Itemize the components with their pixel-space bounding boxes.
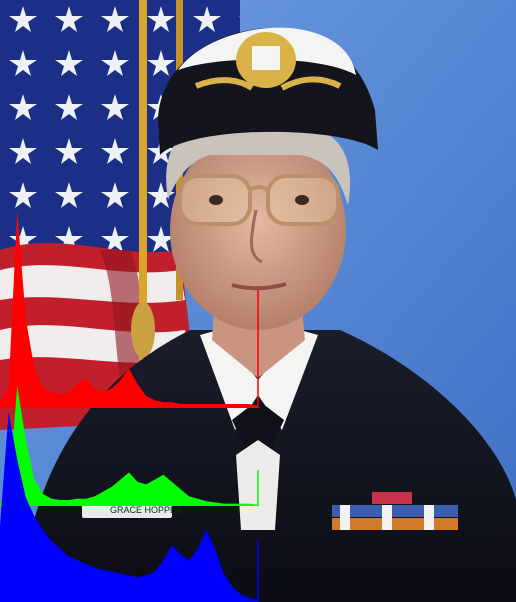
navy-officer-cap <box>158 27 378 155</box>
eyeglasses <box>178 174 340 226</box>
face <box>170 130 346 330</box>
name-tag-text: GRACE HOPPER <box>110 505 183 515</box>
histogram-blue <box>0 412 259 602</box>
histogram-green <box>0 386 259 506</box>
service-ribbons <box>332 492 458 530</box>
gray-hair <box>166 130 351 205</box>
necktie <box>232 400 284 450</box>
histogram-red <box>0 210 259 408</box>
